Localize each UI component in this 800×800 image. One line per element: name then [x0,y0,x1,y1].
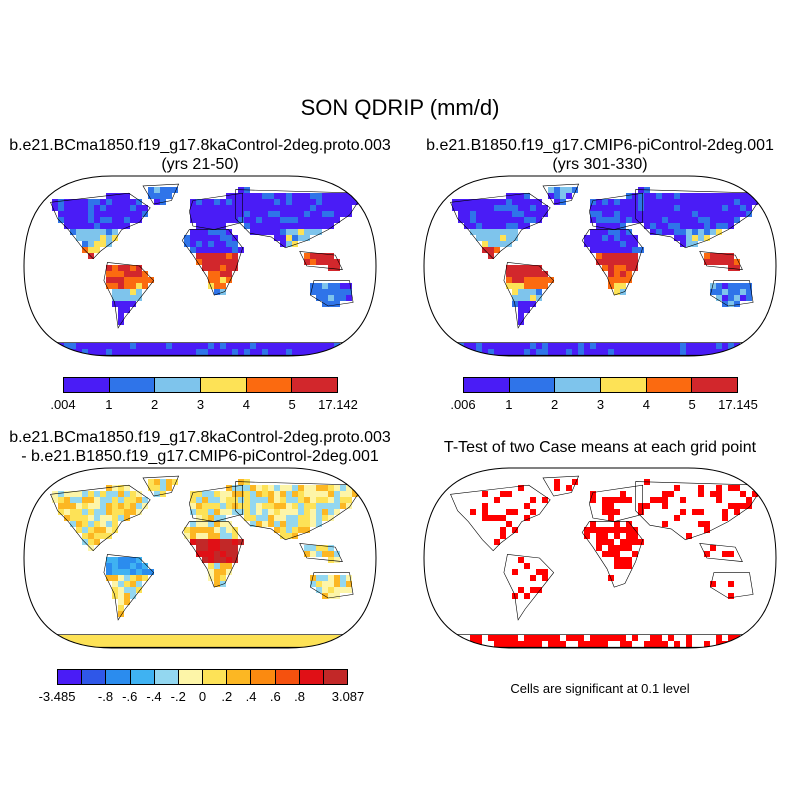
map-top-right [423,175,777,357]
colorbar-swatch [323,670,348,684]
colorbar-tick-label: 2 [151,397,159,412]
map-field [52,187,364,355]
map-top-left [23,175,377,357]
bottom-right-title: T-Test of two Case means at each grid po… [443,439,757,456]
colorbar-tick-label: 17.145 [718,397,758,412]
colorbar-swatch [464,378,510,392]
colorbar-swatch [692,378,738,392]
colorbar-tick-label: 5 [688,397,696,412]
colorbar-swatch [203,670,228,684]
colorbar-tick-label: 1 [105,397,113,412]
colorbar-difference: -3.485 -.8 -.6 -.4 -.2 0 .2 .4 .6 .8 3.087 [39,669,364,709]
colorbar-swatch [601,378,647,392]
colorbar-swatch [275,670,300,684]
colorbar-swatch [109,378,156,392]
colorbar-swatch [292,378,338,392]
map-field [452,187,764,355]
colorbar-tick-label: .6 [269,689,281,704]
colorbar-tick-label: .4 [245,689,257,704]
colorbar-tick-label: 1 [505,397,513,412]
colorbar-swatch [130,670,155,684]
top-right-case-title: b.e21.B1850.f19_g17.CMIP6-piControl-2deg… [426,137,774,154]
colorbar-swatch [58,670,83,684]
map-field [52,479,364,647]
colorbar-tick-label: -.6 [122,689,138,704]
colorbar-swatch [178,670,204,684]
colorbar-swatch [509,378,556,392]
colorbar-tick-label: -.8 [97,689,114,704]
colorbar-tick-label: .006 [450,397,476,412]
colorbar-swatch [201,378,247,392]
top-left-years-title: (yrs 21-50) [161,156,239,173]
colorbar-swatch [246,378,293,392]
map-bottom-left [23,467,377,649]
map-field [464,479,758,647]
figure-title: SON QDRIP (mm/d) [300,95,500,120]
colorbar-tick-label: -3.485 [38,689,76,704]
map-frame [423,467,777,649]
colorbar-swatch [227,670,252,684]
colorbar-swatch [155,378,202,392]
top-right-years-title: (yrs 301-330) [552,156,648,173]
colorbar-tick-label: .8 [294,689,305,704]
map-frame [23,175,377,357]
bottom-left-title-line2: - b.e21.B1850.f19_g17.CMIP6-piControl-2d… [21,448,379,465]
colorbar-tick-label: -.2 [170,689,186,704]
colorbar-swatch [82,670,107,684]
map-bottom-right [423,467,777,649]
colorbar-swatch [555,378,602,392]
colorbar-tick-label: -.4 [146,689,162,704]
colorbar-swatch [64,378,110,392]
colorbar-swatches [463,377,738,393]
colorbar-tick-label: 3.087 [331,689,365,704]
colorbar-tick-label: 3 [196,397,205,412]
colorbar-tick-label: 3 [596,397,605,412]
colorbar-top-left: .004 1 2 3 4 5 17.142 [50,377,358,417]
colorbar-swatch [251,670,276,684]
top-left-case-title: b.e21.BCma1850.f19_g17.8kaControl-2deg.p… [9,137,391,154]
map-frame [23,467,377,649]
colorbar-tick-label: .2 [221,689,233,704]
colorbar-tick-label: 2 [551,397,559,412]
colorbar-tick-label: 4 [642,397,650,412]
significance-note: Cells are significant at 0.1 level [510,681,690,696]
map-frame [423,175,777,357]
colorbar-swatches [63,377,338,393]
colorbar-tick-label: 4 [242,397,250,412]
colorbar-swatch [299,670,324,684]
colorbar-swatch [154,670,179,684]
bottom-left-title-line1: b.e21.BCma1850.f19_g17.8kaControl-2deg.p… [9,429,391,446]
colorbar-swatches [57,669,348,685]
colorbar-tick-label: 0 [198,689,207,704]
colorbar-top-right: .006 1 2 3 4 5 17.145 [450,377,758,417]
colorbar-swatch [646,378,693,392]
colorbar-tick-label: 5 [288,397,296,412]
colorbar-tick-label: .004 [50,397,76,412]
colorbar-tick-label: 17.142 [318,397,358,412]
colorbar-swatch [106,670,131,684]
